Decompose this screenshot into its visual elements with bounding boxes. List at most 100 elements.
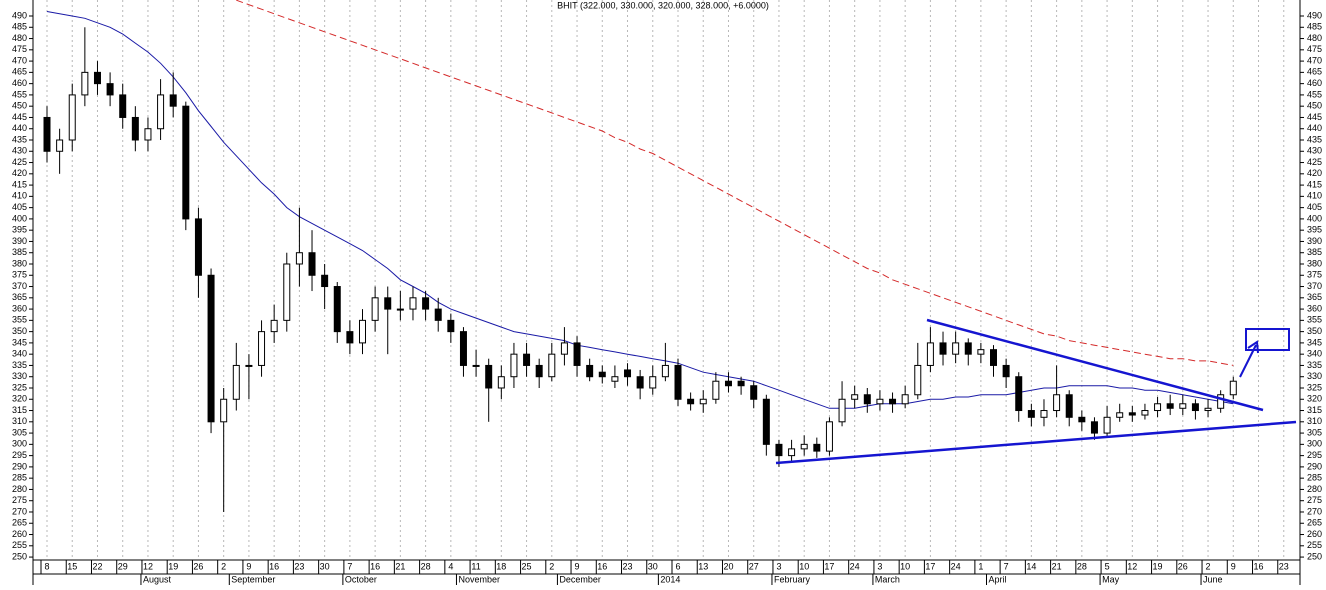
y-tick-label: 380 <box>1307 258 1322 268</box>
candle-body <box>220 398 228 423</box>
x-tick-label: 7 <box>1004 561 1009 571</box>
candle-body <box>724 380 732 387</box>
y-tick-label: 385 <box>12 247 27 257</box>
candle-body <box>952 342 960 355</box>
y-tick-label: 255 <box>1307 540 1322 550</box>
candle-body <box>119 94 127 118</box>
y-tick-label: 460 <box>1307 78 1322 88</box>
candle-body <box>914 364 922 396</box>
candle-body <box>1040 410 1048 418</box>
candle-body <box>182 105 190 220</box>
candle-body <box>283 263 291 321</box>
resistance-trendline <box>926 318 1264 412</box>
candle-body <box>106 83 114 96</box>
candle-body <box>1090 421 1098 434</box>
candle-body <box>434 308 442 321</box>
candle-body <box>990 349 997 366</box>
y-tick-label: 315 <box>1307 405 1322 415</box>
y-tick-label: 345 <box>12 337 27 347</box>
x-tick-label: 10 <box>900 561 910 571</box>
y-tick-label: 280 <box>12 484 27 494</box>
candle-body <box>851 394 859 400</box>
candle-body <box>649 376 657 389</box>
x-tick-label: 29 <box>118 561 128 571</box>
candle-body <box>485 364 493 389</box>
candle-body <box>1065 394 1073 418</box>
candle-body <box>1015 376 1023 412</box>
y-tick-label: 455 <box>12 89 27 99</box>
candle-body <box>1154 403 1162 412</box>
x-tick-label: 12 <box>143 561 153 571</box>
y-tick-label: 285 <box>1307 473 1322 483</box>
y-tick-label: 325 <box>1307 382 1322 392</box>
candle-body <box>459 331 467 366</box>
x-tick-label: 30 <box>320 561 330 571</box>
candle-body <box>687 398 695 405</box>
y-tick-label: 340 <box>12 349 27 359</box>
y-tick-label: 450 <box>12 101 27 111</box>
candle-body <box>131 116 139 141</box>
y-tick-label: 465 <box>1307 67 1322 77</box>
y-tick-label: 355 <box>12 315 27 325</box>
candle-body <box>1078 416 1086 423</box>
candle-body <box>1191 403 1199 412</box>
y-tick-label: 485 <box>12 22 27 32</box>
candle-body <box>232 364 240 400</box>
x-tick-label: 9 <box>246 561 251 571</box>
candle-body <box>926 342 934 366</box>
y-tick-label: 390 <box>1307 236 1322 246</box>
y-tick-label: 470 <box>1307 55 1322 65</box>
candle-body <box>901 394 909 405</box>
y-tick-label: 395 <box>12 225 27 235</box>
y-tick-label: 490 <box>12 10 27 20</box>
candle-body <box>964 342 972 355</box>
month-label: June <box>1203 574 1223 584</box>
month-label: October <box>345 574 377 584</box>
candle-body <box>497 376 505 389</box>
y-tick-label: 460 <box>12 78 27 88</box>
y-tick-label: 270 <box>1307 506 1322 516</box>
candle-body <box>863 394 871 405</box>
y-tick-label: 435 <box>12 134 27 144</box>
y-tick-label: 255 <box>12 540 27 550</box>
x-tick-label: 1 <box>978 561 983 571</box>
x-tick-label: 5 <box>1105 561 1110 571</box>
candle-body <box>295 252 303 265</box>
x-tick-label: 9 <box>575 561 580 571</box>
x-tick-label: 23 <box>623 561 633 571</box>
x-tick-label: 23 <box>1279 561 1289 571</box>
candle-body <box>1217 394 1225 409</box>
candle-body <box>889 398 897 405</box>
y-tick-label: 310 <box>12 416 27 426</box>
x-tick-label: 14 <box>1026 561 1036 571</box>
y-tick-label: 365 <box>12 292 27 302</box>
y-tick-label: 250 <box>12 551 27 561</box>
y-tick-label: 320 <box>1307 394 1322 404</box>
y-tick-label: 425 <box>12 157 27 167</box>
y-tick-label: 420 <box>12 168 27 178</box>
y-tick-label: 305 <box>1307 427 1322 437</box>
x-tick-label: 17 <box>824 561 834 571</box>
x-tick-label: 18 <box>496 561 506 571</box>
candle-body <box>1103 416 1111 434</box>
y-tick-label: 360 <box>1307 303 1322 313</box>
y-tick-label: 285 <box>12 473 27 483</box>
y-tick-label: 260 <box>1307 529 1322 539</box>
x-tick-label: 19 <box>1153 561 1163 571</box>
candle-body <box>384 297 392 310</box>
x-tick-label: 25 <box>522 561 532 571</box>
candle-body <box>750 385 758 400</box>
candle-body <box>1053 394 1061 412</box>
candle-body <box>535 364 543 378</box>
candle-body <box>169 94 177 107</box>
x-tick-label: 8 <box>44 561 49 571</box>
y-tick-label: 300 <box>1307 439 1322 449</box>
x-tick-label: 9 <box>1231 561 1236 571</box>
candle-body <box>447 319 455 333</box>
y-tick-label: 370 <box>1307 281 1322 291</box>
y-tick-label: 470 <box>12 55 27 65</box>
y-tick-label: 415 <box>12 179 27 189</box>
y-tick-label: 335 <box>1307 360 1322 370</box>
x-tick-label: 2 <box>221 561 226 571</box>
